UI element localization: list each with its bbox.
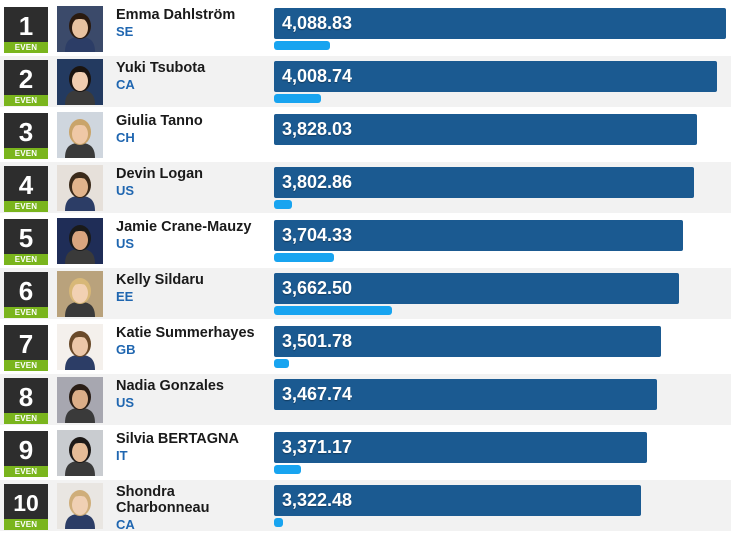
rank-badge: 3 EVEN xyxy=(4,113,48,159)
score-value: 3,322.48 xyxy=(282,490,353,510)
table-row[interactable]: 1 EVEN Emma Dahlström SE 4,088.83 xyxy=(0,3,731,54)
rank-number: 2 xyxy=(18,64,34,94)
country-code: US xyxy=(116,183,135,198)
rank-badge: 4 EVEN xyxy=(4,166,48,212)
rank-badge: 9 EVEN xyxy=(4,431,48,477)
athlete-name[interactable]: Emma Dahlström xyxy=(116,7,236,23)
score-value: 4,008.74 xyxy=(282,66,353,86)
secondary-score-bar xyxy=(274,41,330,50)
score-value: 3,501.78 xyxy=(282,331,353,351)
table-row[interactable]: 6 EVEN Kelly Sildaru EE 3,662.50 xyxy=(0,268,731,319)
score-value: 4,088.83 xyxy=(282,13,353,33)
score-bar: 3,704.33 xyxy=(274,220,683,251)
score-bar: 4,008.74 xyxy=(274,61,717,92)
rank-badge: 2 EVEN xyxy=(4,60,48,106)
athlete-name[interactable]: Katie Summerhayes xyxy=(116,325,255,341)
country-code: US xyxy=(116,236,135,251)
table-row[interactable]: 5 EVEN Jamie Crane-Mauzy US 3,704.33 xyxy=(0,215,731,266)
rank-number: 10 xyxy=(13,490,39,516)
rank-number: 5 xyxy=(18,223,34,253)
athlete-photo-icon[interactable] xyxy=(57,59,103,105)
rank-badge: 6 EVEN xyxy=(4,272,48,318)
rank-badge: 5 EVEN xyxy=(4,219,48,265)
athlete-photo-icon[interactable] xyxy=(57,6,103,52)
table-row[interactable]: 4 EVEN Devin Logan US 3,802.86 xyxy=(0,162,731,213)
rank-number: 7 xyxy=(18,329,34,359)
trend-badge: EVEN xyxy=(4,466,48,477)
score-bar: 3,322.48 xyxy=(274,485,641,516)
country-code: CA xyxy=(116,517,135,532)
score-value: 3,802.86 xyxy=(282,172,353,192)
score-value: 3,704.33 xyxy=(282,225,353,245)
score-bar: 3,501.78 xyxy=(274,326,661,357)
secondary-score-bar xyxy=(274,518,283,527)
athlete-photo-icon[interactable] xyxy=(57,271,103,317)
athlete-name[interactable]: Yuki Tsubota xyxy=(116,60,206,76)
country-code: EE xyxy=(116,289,134,304)
secondary-score-bar xyxy=(274,200,292,209)
score-bar: 3,467.74 xyxy=(274,379,657,410)
score-value: 3,662.50 xyxy=(282,278,353,298)
table-row[interactable]: 2 EVEN Yuki Tsubota CA 4,008.74 xyxy=(0,56,731,107)
athlete-photo-icon[interactable] xyxy=(57,218,103,264)
athlete-name[interactable]: Silvia BERTAGNA xyxy=(116,431,240,447)
trend-badge: EVEN xyxy=(4,42,48,53)
score-bar: 3,828.03 xyxy=(274,114,697,145)
secondary-score-bar xyxy=(274,359,289,368)
table-row[interactable]: 9 EVEN Silvia BERTAGNA IT 3,371.17 xyxy=(0,427,731,478)
athlete-name[interactable]: Shondra Charbonneau xyxy=(116,484,210,516)
athlete-photo-icon[interactable] xyxy=(57,324,103,370)
athlete-name[interactable]: Nadia Gonzales xyxy=(116,378,224,394)
rank-number: 6 xyxy=(18,276,34,306)
rank-number: 1 xyxy=(18,11,34,41)
score-value: 3,371.17 xyxy=(282,437,353,457)
trend-badge: EVEN xyxy=(4,360,48,371)
score-value: 3,467.74 xyxy=(282,384,353,404)
trend-badge: EVEN xyxy=(4,307,48,318)
country-code: IT xyxy=(116,448,128,463)
score-value: 3,828.03 xyxy=(282,119,353,139)
score-bar: 3,802.86 xyxy=(274,167,694,198)
rank-number: 4 xyxy=(18,170,34,200)
trend-badge: EVEN xyxy=(4,201,48,212)
rank-number: 3 xyxy=(18,117,34,147)
table-row[interactable]: 8 EVEN Nadia Gonzales US 3,467.74 xyxy=(0,374,731,425)
score-bar: 4,088.83 xyxy=(274,8,726,39)
trend-badge: EVEN xyxy=(4,254,48,265)
trend-badge: EVEN xyxy=(4,413,48,424)
athlete-photo-icon[interactable] xyxy=(57,377,103,423)
athlete-photo-icon[interactable] xyxy=(57,112,103,158)
athlete-name[interactable]: Devin Logan xyxy=(116,166,204,182)
athlete-name[interactable]: Giulia Tanno xyxy=(116,113,203,129)
secondary-score-bar xyxy=(274,465,301,474)
athlete-photo-icon[interactable] xyxy=(57,165,103,211)
athlete-photo-icon[interactable] xyxy=(57,430,103,476)
rank-number: 9 xyxy=(18,435,34,465)
country-code: SE xyxy=(116,24,134,39)
secondary-score-bar xyxy=(274,306,392,315)
table-row[interactable]: 3 EVEN Giulia Tanno CH 3,828.03 xyxy=(0,109,731,160)
secondary-score-bar xyxy=(274,253,334,262)
country-code: GB xyxy=(116,342,136,357)
athlete-name[interactable]: Jamie Crane-Mauzy xyxy=(116,219,252,235)
trend-badge: EVEN xyxy=(4,95,48,106)
country-code: CH xyxy=(116,130,135,145)
country-code: CA xyxy=(116,77,135,92)
rank-badge: 7 EVEN xyxy=(4,325,48,371)
score-bar: 3,371.17 xyxy=(274,432,647,463)
rank-badge: 1 EVEN xyxy=(4,7,48,53)
table-row[interactable]: 10 EVEN Shondra Charbonneau CA 3,322.48 xyxy=(0,480,731,532)
rank-badge: 10 EVEN xyxy=(4,484,48,530)
score-bar: 3,662.50 xyxy=(274,273,679,304)
athlete-photo-icon[interactable] xyxy=(57,483,103,529)
rank-badge: 8 EVEN xyxy=(4,378,48,424)
trend-badge: EVEN xyxy=(4,148,48,159)
rank-number: 8 xyxy=(18,382,34,412)
country-code: US xyxy=(116,395,135,410)
athlete-name[interactable]: Kelly Sildaru xyxy=(116,272,204,288)
trend-badge: EVEN xyxy=(4,519,48,530)
secondary-score-bar xyxy=(274,94,321,103)
table-row[interactable]: 7 EVEN Katie Summerhayes GB 3,501.78 xyxy=(0,321,731,372)
